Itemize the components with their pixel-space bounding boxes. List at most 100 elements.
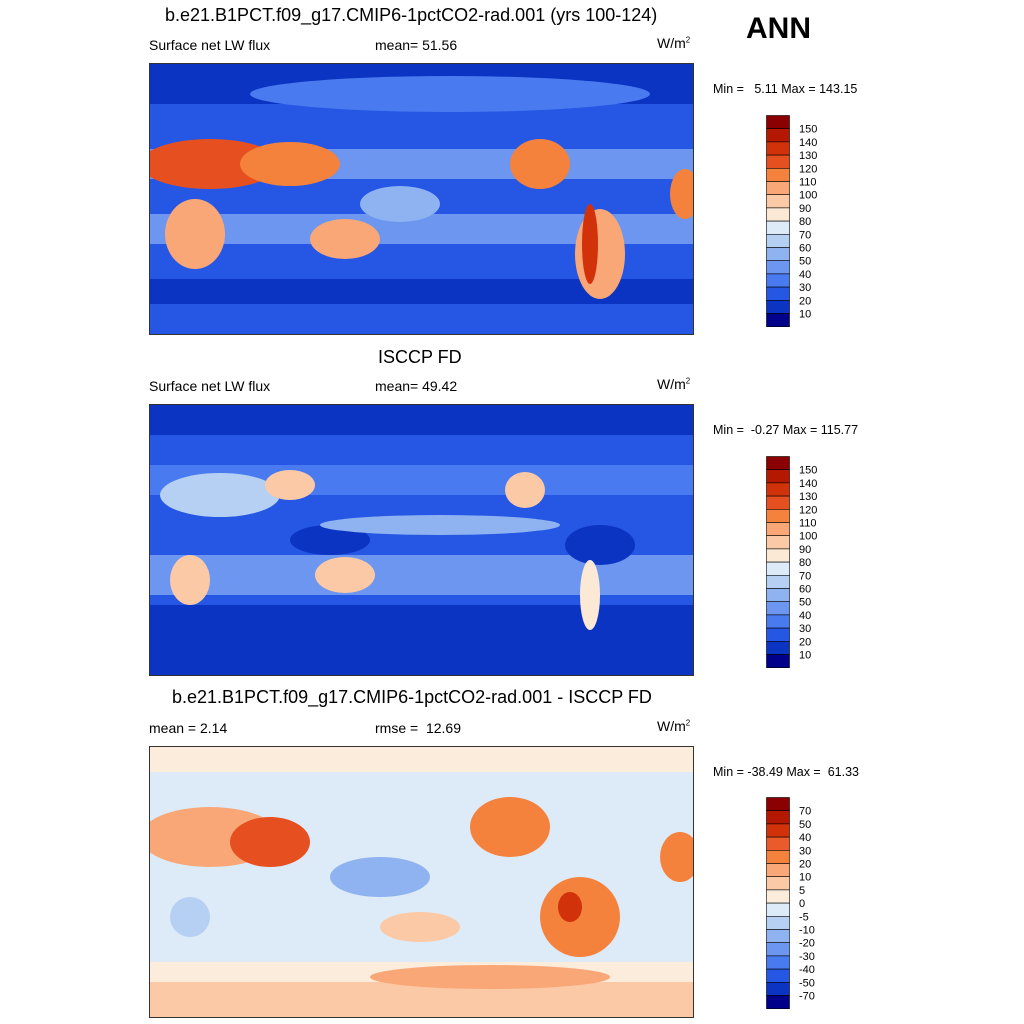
colorbar-tick-label: -70: [799, 991, 815, 1003]
colorbar-swatch: [766, 797, 790, 811]
colorbar-swatch: [766, 300, 790, 314]
colorbar-tick-label: 50: [799, 819, 811, 831]
colorbar-tick-label: 110: [799, 177, 817, 189]
colorbar-swatch: [766, 456, 790, 470]
colorbar-tick-label: 140: [799, 478, 817, 490]
colorbar-tick-label: -10: [799, 925, 815, 937]
colorbar-tick-label: 70: [799, 229, 811, 241]
colorbar-tick-label: 80: [799, 216, 811, 228]
colorbar-tick-label: 30: [799, 282, 811, 294]
colorbar-tick-label: 80: [799, 557, 811, 569]
colorbar-tick-label: 0: [799, 898, 805, 910]
colorbar-tick-label: 40: [799, 610, 811, 622]
colorbar-swatch: [766, 575, 790, 589]
colorbar-swatch: [766, 260, 790, 275]
colorbar-swatch: [766, 220, 790, 235]
panel1-colorbar: 150 140 130 120 110 100 90 80 70 60 50 40 30 20 10: [766, 115, 846, 334]
colorbar-tick-label: 10: [799, 872, 811, 884]
colorbar-swatch: [766, 836, 790, 851]
colorbar-tick-label: 150: [799, 465, 817, 477]
colorbar-tick-label: 100: [799, 190, 817, 202]
colorbar-swatch: [766, 194, 790, 209]
colorbar-swatch: [766, 601, 790, 616]
panel3-map: [149, 746, 694, 1018]
colorbar-swatch: [766, 508, 790, 523]
colorbar-tick-label: -5: [799, 911, 809, 923]
panel2-map: [149, 404, 694, 676]
colorbar-tick-label: 60: [799, 584, 811, 596]
colorbar-swatch: [766, 588, 790, 602]
colorbar-swatch: [766, 181, 790, 195]
panel3-colorbar: 70 50 40 30 20 10 5 0 -5 -10 -20 -30 -40 -50 -70: [766, 797, 846, 1016]
colorbar-tick-label: 50: [799, 256, 811, 268]
panel1-title: b.e21.B1PCT.f09_g17.CMIP6-1pctCO2-rad.00…: [165, 5, 658, 25]
panel1-variable-label: Surface net LW flux: [149, 37, 271, 53]
panel1-map-field: [150, 64, 693, 334]
panel1-units: W/m2: [657, 35, 691, 51]
panel3-map-field: [150, 747, 693, 1017]
colorbar-tick-label: -40: [799, 964, 815, 976]
colorbar-tick-label: -30: [799, 951, 815, 963]
colorbar-tick-label: 40: [799, 832, 811, 844]
colorbar-swatch: [766, 929, 790, 943]
panel1-minmax: Min = 5.11 Max = 143.15: [713, 82, 858, 96]
colorbar-swatch: [766, 968, 790, 983]
colorbar-tick-label: 140: [799, 137, 817, 149]
colorbar-tick-label: -50: [799, 977, 815, 989]
colorbar-swatch: [766, 482, 790, 497]
panel2-minmax: Min = -0.27 Max = 115.77: [713, 423, 859, 437]
colorbar-tick-label: 130: [799, 150, 817, 162]
panel2-colorbar: 150 140 130 120 110 100 90 80 70 60 50 40 30 20 10: [766, 456, 846, 675]
colorbar-swatch: [766, 955, 790, 970]
colorbar-tick-label: 110: [799, 518, 817, 530]
colorbar-tick-label: 10: [799, 309, 811, 321]
colorbar-swatch: [766, 889, 790, 904]
colorbar-swatch: [766, 810, 790, 825]
colorbar-tick-label: 130: [799, 491, 817, 503]
panel1-mean: mean= 51.56: [375, 37, 458, 53]
panel2-title: ISCCP FD: [378, 347, 462, 367]
colorbar-swatch: [766, 654, 790, 668]
colorbar-swatch: [766, 942, 790, 957]
colorbar-swatch: [766, 313, 790, 327]
colorbar-tick-label: 40: [799, 269, 811, 281]
colorbar-swatch: [766, 823, 790, 838]
colorbar-swatch: [766, 627, 790, 642]
colorbar-tick-label: 70: [799, 570, 811, 582]
colorbar-swatch: [766, 561, 790, 576]
colorbar-swatch: [766, 495, 790, 510]
colorbar-swatch: [766, 154, 790, 169]
colorbar-tick-label: 50: [799, 597, 811, 609]
colorbar-swatch: [766, 207, 790, 222]
colorbar-tick-label: 10: [799, 650, 811, 662]
panel2-variable-label: Surface net LW flux: [149, 378, 271, 394]
panel3-title: b.e21.B1PCT.f09_g17.CMIP6-1pctCO2-rad.00…: [172, 687, 652, 707]
colorbar-swatch: [766, 548, 790, 563]
colorbar-tick-label: 70: [799, 806, 811, 818]
colorbar-swatch: [766, 286, 790, 301]
colorbar-swatch: [766, 641, 790, 655]
colorbar-swatch: [766, 916, 790, 930]
colorbar-tick-label: 20: [799, 859, 811, 871]
colorbar-tick-label: 90: [799, 544, 811, 556]
panel1-map: [149, 63, 694, 335]
colorbar-swatch: [766, 167, 790, 182]
colorbar-tick-label: -20: [799, 938, 815, 950]
colorbar-tick-label: 20: [799, 636, 811, 648]
colorbar-tick-label: 30: [799, 623, 811, 635]
colorbar-tick-label: 60: [799, 243, 811, 255]
colorbar-swatch: [766, 876, 790, 891]
panel2-map-field: [150, 405, 693, 675]
colorbar-swatch: [766, 849, 790, 864]
colorbar-swatch: [766, 469, 790, 484]
colorbar-swatch: [766, 982, 790, 996]
colorbar-swatch: [766, 995, 790, 1009]
colorbar-swatch: [766, 863, 790, 877]
panel2-units: W/m2: [657, 376, 691, 392]
colorbar-tick-label: 120: [799, 163, 817, 175]
colorbar-swatch: [766, 128, 790, 143]
colorbar-tick-label: 150: [799, 124, 817, 136]
